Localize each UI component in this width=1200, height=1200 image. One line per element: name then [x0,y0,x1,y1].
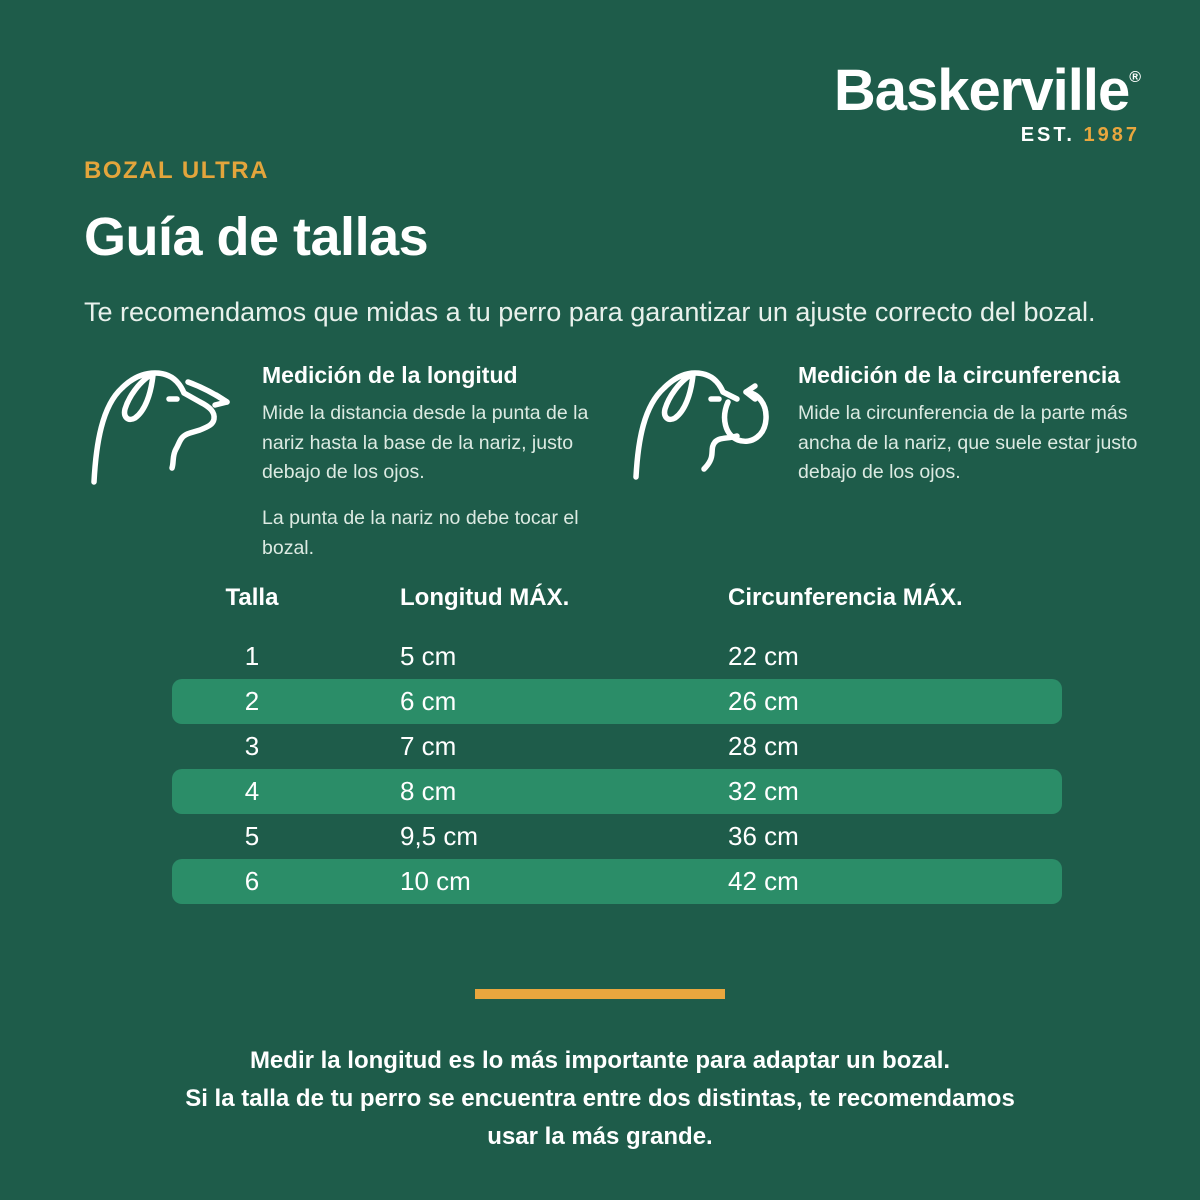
cell-talla: 4 [244,776,260,806]
page-subtitle: Te recomendamos que midas a tu perro par… [84,297,1096,327]
size-table-header: Talla Longitud MÁX. Circunferencia MÁX. [172,584,1062,612]
cell-longitud: 7 cm [400,731,457,761]
dog-length-icon [91,370,230,485]
size-row-3: 3 7 cm 28 cm [172,724,1062,769]
circumference-measurement-paragraph: Mide la circunferencia de la parte más a… [798,402,1138,484]
column-header-talla: Talla [225,584,279,611]
brand-logo: Baskerville® EST. 1987 [834,62,1141,147]
length-measurement-section: Medición de la longitud Mide la distanci… [88,356,612,579]
size-row-6: 6 10 cm 42 cm [172,859,1062,904]
length-measurement-note: La punta de la nariz no debe tocar el bo… [262,506,579,559]
cell-circunferencia: 42 cm [728,866,799,896]
page-title: Guía de tallas [84,207,429,267]
gold-divider [475,989,725,999]
circumference-measurement-section: Medición de la circunferencia Mide la ci… [624,356,1150,504]
cell-talla: 2 [244,686,260,716]
cell-longitud: 6 cm [400,686,457,716]
cell-talla: 3 [244,731,260,761]
cell-longitud: 10 cm [400,866,471,896]
circumference-measurement-title: Medición de la circunferencia [798,362,1121,388]
circumference-measurement-text: Medición de la circunferencia Mide la ci… [798,356,1150,504]
column-header-circunferencia: Circunferencia MÁX. [728,584,963,611]
footer-note: Medir la longitud es lo más importante p… [0,1042,1200,1156]
length-measurement-text: Medición de la longitud Mide la distanci… [262,356,612,579]
product-eyebrow: BOZAL ULTRA [84,157,269,184]
cell-talla: 1 [244,641,260,671]
cell-longitud: 9,5 cm [400,821,479,851]
cell-circunferencia: 28 cm [728,731,799,761]
cell-talla: 5 [244,821,260,851]
length-measurement-title: Medición de la longitud [262,362,518,388]
size-table: Talla Longitud MÁX. Circunferencia MÁX. … [172,584,1062,904]
footer-line-2: Si la talla de tu perro se encuentra ent… [185,1085,1015,1112]
cell-circunferencia: 26 cm [728,686,799,716]
cell-longitud: 5 cm [400,641,457,671]
size-row-4: 4 8 cm 32 cm [172,769,1062,814]
cell-circunferencia: 36 cm [728,821,799,851]
brand-wordmark: Baskerville® [834,62,1141,120]
cell-circunferencia: 32 cm [728,776,799,806]
footer-line-1: Medir la longitud es lo más importante p… [249,1047,951,1074]
footer-line-3: usar la más grande. [487,1123,713,1150]
brand-established: EST. 1987 [834,124,1140,147]
size-row-2: 2 6 cm 26 cm [172,679,1062,724]
registered-trademark-icon: ® [1129,69,1141,86]
brand-name: Baskerville [833,58,1130,123]
cell-longitud: 8 cm [400,776,457,806]
length-measurement-paragraph: Mide la distancia desde la punta de la n… [262,402,589,484]
est-year: 1987 [1083,124,1140,146]
size-row-1: 1 5 cm 22 cm [172,634,1062,679]
dog-circumference-icon [633,370,769,480]
size-row-5: 5 9,5 cm 36 cm [172,814,1062,859]
cell-talla: 6 [244,866,260,896]
est-label: EST. [1020,124,1075,146]
cell-circunferencia: 22 cm [728,641,799,671]
column-header-longitud: Longitud MÁX. [400,584,570,611]
